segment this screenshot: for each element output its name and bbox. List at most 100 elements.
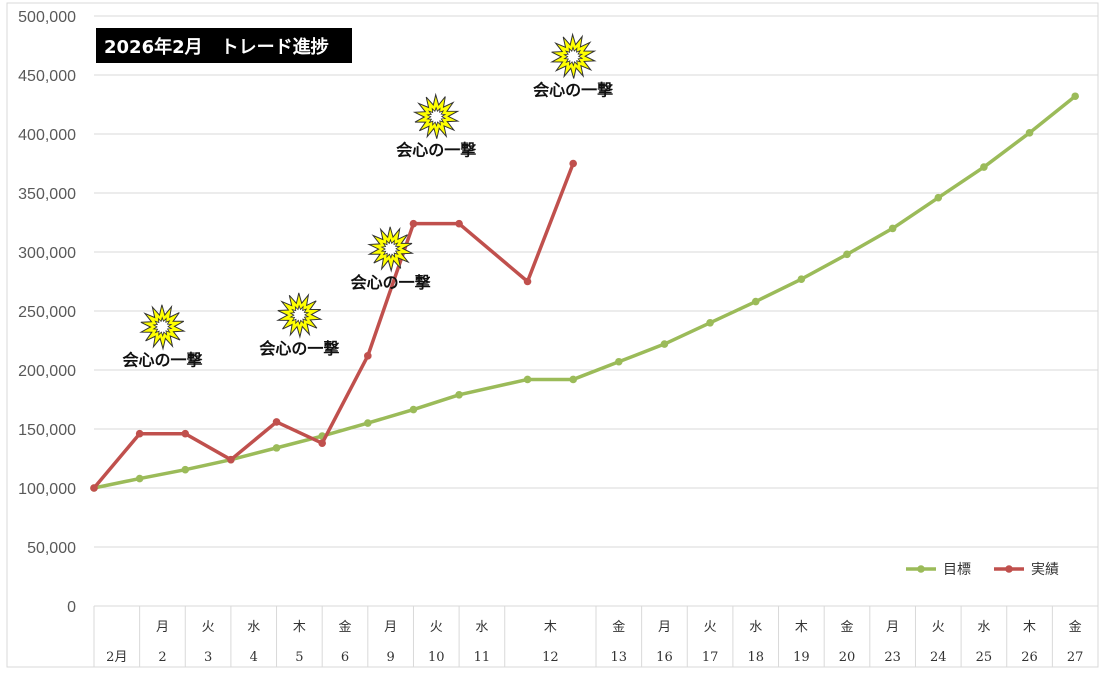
annotation-label: 会心の一撃 [351,273,431,292]
burst-icon-core [380,238,401,260]
data-point [569,375,577,384]
y-tick-label: 100,000 [18,481,76,498]
x-weekday-label: 金 [338,619,351,635]
legend-marker [917,565,925,573]
legend-marker [1005,565,1013,573]
x-day-label: 11 [474,650,491,665]
x-day-label: 10 [428,650,445,665]
data-point [272,444,281,452]
x-weekday-label: 木 [795,620,808,635]
y-tick-label: 150,000 [18,422,76,439]
data-point [364,352,372,360]
x-weekday-label: 木 [1023,620,1036,635]
x-day-label: 24 [930,650,947,665]
legend-label: 目標 [943,562,971,578]
x-day-label: 2 [158,650,166,665]
data-point [615,357,623,366]
legend-label: 実績 [1031,562,1059,578]
data-point [364,419,372,427]
x-day-label: 18 [747,650,764,665]
x-day-label: 12 [542,650,559,665]
burst-icon-core [426,106,447,127]
data-point [523,375,532,384]
x-weekday-label: 金 [612,619,625,635]
x-day-label: 23 [884,650,901,665]
x-day-label: 26 [1021,650,1038,665]
x-day-label: 19 [793,650,810,665]
y-tick-label: 200,000 [18,363,76,380]
data-point [569,159,577,168]
y-tick-label: 250,000 [18,304,76,321]
data-point [181,429,190,438]
x-weekday-label: 金 [840,619,853,635]
gridlines [94,15,1098,607]
y-tick-label: 450,000 [18,68,76,85]
data-point [751,297,760,306]
x-weekday-label: 月 [384,620,397,635]
x-weekday-label: 火 [704,620,717,635]
x-weekday-label: 火 [202,620,215,635]
x-weekday-label: 金 [1069,619,1082,635]
chart-title-box: 2026年2月 トレード進捗 [96,28,352,63]
x-weekday-label: 木 [544,620,557,635]
annotation-label: 会心の一撃 [396,141,476,160]
data-point [660,340,669,348]
data-point [318,439,326,447]
x-day-label: 16 [656,650,673,665]
x-weekday-label: 木 [293,620,306,635]
legend: 目標 実績 [906,562,1059,578]
x-day-label: 9 [386,650,394,665]
burst-icon-core [563,46,584,67]
x-weekday-label: 月 [658,620,671,635]
data-point [934,193,943,202]
y-tick-label: 300,000 [18,245,76,262]
x-weekday-label: 水 [749,620,762,635]
annotation-label: 会心の一撃 [533,81,613,100]
x-day-label: 13 [611,650,628,665]
annotation-label: 会心の一撃 [259,339,339,358]
y-tick-label: 50,000 [27,540,76,557]
x-day-label: 3 [204,650,212,665]
data-point [135,429,144,438]
y-tick-label: 400,000 [18,127,76,144]
series-lines [90,92,1079,492]
x-weekday-label: 火 [430,620,443,635]
x-day-label: 5 [295,650,303,665]
data-point [455,390,463,399]
chart-area-border [6,2,1099,668]
x-weekday-label: 水 [475,620,488,635]
x-day-label: 27 [1067,650,1084,665]
y-axis: 0 50,000 100,000 150,000 200,000 250,000 300,0… [18,9,76,616]
x-day-label: 6 [341,650,349,665]
data-point [1025,129,1034,137]
y-tick-label: 350,000 [18,186,76,203]
burst-icon-core [152,316,173,337]
data-point [227,455,235,464]
x-day-label: 17 [702,650,719,665]
burst-icon-core [289,304,310,326]
data-point [181,465,190,474]
y-tick-label: 500,000 [18,9,76,26]
x-weekday-label: 火 [932,620,945,635]
data-point [135,474,144,483]
x-weekday-label: 月 [886,620,899,635]
x-weekday-label: 月 [156,620,169,635]
y-tick-label: 0 [67,599,76,616]
data-point [409,219,418,228]
x-month-label: 2月 [106,650,127,665]
data-point [1071,92,1079,101]
annotation-label: 会心の一撃 [122,351,202,370]
data-point [980,163,988,171]
data-point [455,219,463,228]
data-point [409,405,418,414]
data-point [272,418,281,426]
x-axis: 2月 月 2 火 3 水 4 木 5 金 6 月 9 火 10 水 11 木 12 金 13 月 16 火 17 水 18 木 19 金 2… [93,606,1099,667]
data-point [523,277,532,286]
x-day-label: 4 [250,650,258,665]
x-weekday-label: 水 [247,620,260,635]
x-day-label: 25 [976,650,993,665]
data-point [843,250,851,259]
data-point [706,319,714,327]
series-line [93,94,1077,490]
